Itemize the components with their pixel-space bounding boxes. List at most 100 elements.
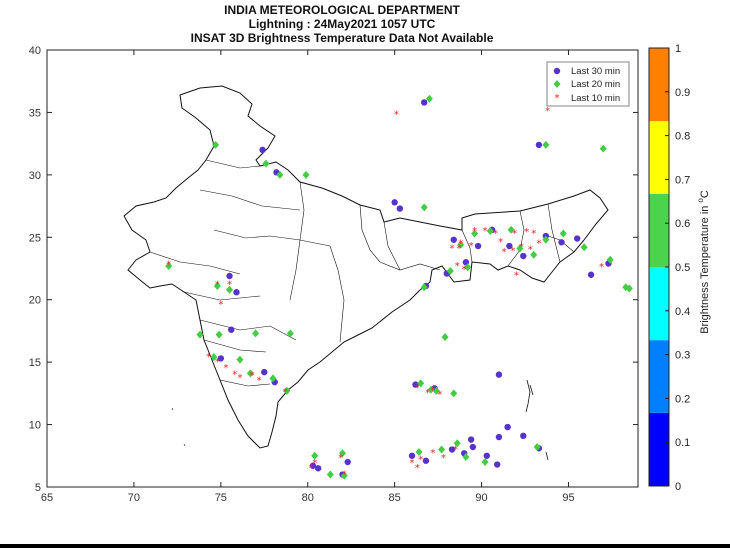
legend: Last 30 min Last 20 min * Last 10 min — [546, 61, 630, 107]
point-10min: * — [410, 458, 415, 469]
point-20min — [210, 353, 218, 362]
point-10min: * — [232, 369, 237, 380]
colorbar-tick-label: 0.5 — [675, 262, 690, 274]
point-20min — [486, 227, 494, 236]
point-10min: * — [441, 453, 446, 464]
point-30min — [259, 146, 266, 154]
colorbar-tick-label: 0.2 — [675, 393, 690, 405]
point-20min — [580, 243, 588, 252]
legend-marker-10min: * — [555, 93, 560, 104]
point-10min: * — [456, 243, 461, 254]
point-20min — [415, 448, 423, 457]
colorbar-tick-label: 0.3 — [675, 350, 690, 362]
point-10min: * — [338, 453, 343, 464]
point-20min — [625, 284, 633, 293]
point-10min: * — [524, 227, 529, 238]
point-20min — [446, 266, 454, 275]
point-10min: * — [531, 228, 536, 239]
title-line-1: INDIA METEOROLOGICAL DEPARTMENT — [224, 3, 460, 17]
colorbar-band — [649, 340, 669, 413]
y-tick-label: 10 — [29, 420, 41, 432]
point-30min — [483, 452, 490, 459]
legend-label-30min: Last 30 min — [571, 66, 620, 77]
x-axis: 65 70 75 80 85 90 95 — [41, 50, 575, 504]
legend-label-10min: Last 10 min — [571, 93, 620, 104]
point-10min: * — [599, 262, 604, 273]
colorbar-band — [649, 193, 669, 267]
point-30min — [520, 432, 527, 440]
point-20min — [326, 470, 334, 479]
point-20min — [453, 439, 461, 448]
colorbar-tick-label: 0.6 — [675, 218, 690, 230]
point-30min — [535, 141, 543, 149]
point-10min: * — [218, 299, 223, 310]
y-tick-label: 30 — [29, 170, 41, 182]
colorbar-tick-label: 0.1 — [675, 437, 690, 449]
x-tick-label: 65 — [41, 492, 53, 504]
point-10min: * — [166, 260, 171, 271]
point-30min — [450, 236, 457, 243]
lakshadweep — [171, 407, 186, 447]
point-20min — [438, 445, 446, 454]
point-20min — [196, 330, 204, 339]
point-10min: * — [394, 110, 399, 121]
point-20min — [462, 453, 470, 462]
point-20min — [226, 285, 234, 294]
point-10min: * — [483, 226, 488, 237]
point-10min: * — [536, 238, 541, 249]
y-axis: 5 10 15 20 25 30 35 40 — [29, 45, 638, 494]
point-30min — [396, 205, 404, 212]
point-10min: * — [215, 279, 220, 290]
india-outline — [123, 85, 609, 449]
point-20min — [417, 379, 425, 388]
point-30min — [506, 242, 513, 250]
point-30min — [495, 433, 503, 441]
point-10min: * — [415, 463, 420, 474]
point-20min — [311, 451, 319, 460]
point-10min: * — [519, 242, 524, 253]
x-tick-label: 90 — [475, 492, 487, 504]
point-20min — [481, 458, 489, 467]
point-20min — [269, 374, 277, 383]
point-20min — [340, 471, 348, 480]
india-map — [123, 85, 609, 461]
andaman-islands — [525, 379, 549, 461]
point-10min: * — [430, 448, 435, 459]
series-last-20-min — [165, 94, 633, 480]
x-tick-label: 85 — [389, 492, 401, 504]
point-30min — [420, 99, 428, 106]
plot-area — [46, 49, 639, 488]
legend-label-20min: Last 20 min — [571, 79, 620, 90]
point-30min — [520, 252, 527, 260]
point-20min — [427, 385, 435, 394]
point-10min: * — [425, 388, 430, 399]
colorbar-band — [649, 267, 669, 341]
colorbar-tick-label: 1 — [675, 43, 681, 55]
point-20min — [457, 240, 465, 249]
point-10min: * — [528, 245, 533, 256]
point-10min: * — [309, 463, 314, 474]
point-30min — [448, 446, 456, 453]
point-30min — [309, 462, 317, 469]
state-borders — [149, 159, 575, 387]
point-20min — [533, 443, 541, 452]
point-10min: * — [430, 386, 435, 397]
point-20min — [516, 244, 524, 253]
point-20min — [339, 449, 346, 458]
point-10min: * — [462, 265, 467, 276]
point-10min: * — [450, 243, 455, 254]
point-30min — [494, 461, 501, 468]
point-10min: * — [472, 226, 477, 237]
point-20min — [165, 262, 173, 271]
point-20min — [212, 140, 220, 149]
point-20min — [507, 225, 515, 234]
x-tick-label: 75 — [215, 492, 227, 504]
x-tick-label: 70 — [128, 492, 140, 504]
point-30min — [467, 436, 475, 443]
point-10min: * — [502, 247, 507, 258]
legend-box — [546, 61, 630, 107]
colorbar-tick-label: 0 — [675, 481, 681, 493]
point-10min: * — [453, 444, 458, 455]
point-30min — [558, 239, 565, 246]
